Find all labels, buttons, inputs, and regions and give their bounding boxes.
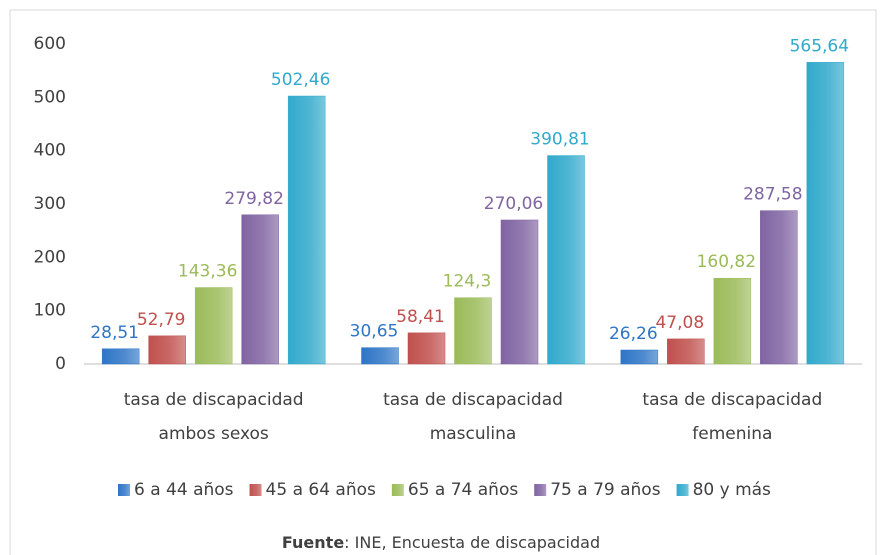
y-tick-label: 300 <box>34 194 66 214</box>
legend-swatch <box>118 484 130 496</box>
bar <box>500 219 539 365</box>
x-tick-label: tasa de discapacidad masculina <box>383 390 563 444</box>
y-tick-label: 100 <box>34 301 66 321</box>
data-label: 502,46 <box>271 70 330 90</box>
bar <box>454 297 492 365</box>
bar <box>713 277 752 365</box>
bar <box>148 335 186 365</box>
x-tick-line: tasa de discapacidad <box>124 390 304 410</box>
legend-swatch <box>249 484 262 496</box>
source-text: : INE, Encuesta de discapacidad <box>344 533 600 552</box>
data-label: 30,65 <box>350 322 399 342</box>
data-label: 47,08 <box>655 313 704 333</box>
bar <box>287 95 326 365</box>
x-tick-label: tasa de discapacidad ambos sexos <box>124 390 304 444</box>
data-label: 58,41 <box>396 307 445 327</box>
data-label: 160,82 <box>697 252 756 272</box>
y-tick-label: 0 <box>55 354 66 374</box>
data-label: 565,64 <box>790 36 849 56</box>
source: Fuente: INE, Encuesta de discapacidad <box>282 533 600 552</box>
y-tick-label: 600 <box>34 34 66 54</box>
bar <box>547 155 585 365</box>
bar <box>241 214 279 365</box>
legend-label: 75 a 79 años <box>550 480 660 500</box>
x-tick-line: tasa de discapacidad <box>383 390 563 410</box>
data-label: 28,51 <box>90 323 139 343</box>
legend-label: 45 a 64 años <box>266 480 376 500</box>
bar <box>101 348 140 365</box>
y-tick-label: 200 <box>34 247 66 267</box>
data-label: 143,36 <box>178 262 237 282</box>
legend-label: 65 a 74 años <box>408 480 518 500</box>
x-tick-line: tasa de discapacidad <box>642 390 822 410</box>
x-tick-line: ambos sexos <box>159 424 269 444</box>
data-label: 270,06 <box>484 194 543 214</box>
data-label: 390,81 <box>530 130 589 150</box>
legend-swatch <box>534 484 547 496</box>
bar <box>806 62 845 365</box>
chart-border <box>9 9 877 555</box>
y-tick-label: 400 <box>34 141 66 161</box>
bar <box>760 210 798 365</box>
x-tick-line: femenina <box>692 424 772 444</box>
data-label: 124,3 <box>443 272 492 292</box>
x-tick-label: tasa de discapacidad femenina <box>642 390 822 444</box>
legend-label: 80 y más <box>693 480 771 500</box>
bar <box>361 347 399 365</box>
data-label: 287,58 <box>743 185 802 205</box>
data-label: 52,79 <box>137 310 186 330</box>
bar <box>620 349 659 365</box>
x-tick-line: masculina <box>430 424 517 444</box>
legend-swatch <box>391 484 404 496</box>
bar <box>194 287 233 365</box>
source-label: Fuente <box>282 533 344 552</box>
bar <box>407 332 446 365</box>
legend-label: 6 a 44 años <box>134 480 234 500</box>
y-tick-label: 500 <box>34 87 66 107</box>
bar <box>667 338 705 365</box>
legend-swatch <box>676 484 689 496</box>
data-label: 26,26 <box>609 324 658 344</box>
data-label: 279,82 <box>224 189 283 209</box>
